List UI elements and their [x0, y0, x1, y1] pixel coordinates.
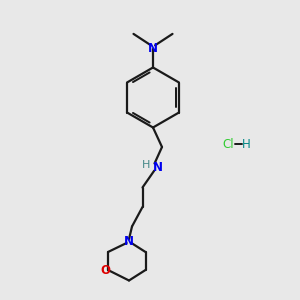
Text: N: N — [148, 42, 158, 55]
Text: H: H — [242, 137, 251, 151]
Text: N: N — [152, 160, 163, 174]
Text: H: H — [142, 160, 151, 170]
Text: Cl: Cl — [223, 137, 234, 151]
Text: N: N — [124, 235, 134, 248]
Text: O: O — [100, 263, 111, 277]
